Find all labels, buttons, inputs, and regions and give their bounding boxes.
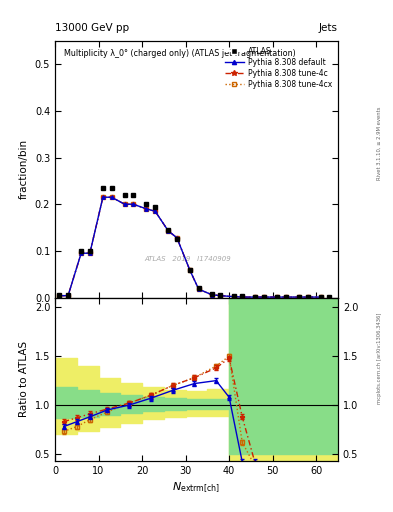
Legend: ATLAS, Pythia 8.308 default, Pythia 8.308 tune-4c, Pythia 8.308 tune-4cx: ATLAS, Pythia 8.308 default, Pythia 8.30… bbox=[222, 45, 334, 91]
Text: Jets: Jets bbox=[319, 23, 338, 33]
Y-axis label: Ratio to ATLAS: Ratio to ATLAS bbox=[19, 341, 29, 417]
Text: 13000 GeV pp: 13000 GeV pp bbox=[55, 23, 129, 33]
Text: Rivet 3.1.10, ≥ 2.9M events: Rivet 3.1.10, ≥ 2.9M events bbox=[377, 106, 382, 180]
Text: Multiplicity λ_0° (charged only) (ATLAS jet fragmentation): Multiplicity λ_0° (charged only) (ATLAS … bbox=[64, 49, 295, 58]
Y-axis label: fraction/bin: fraction/bin bbox=[19, 139, 29, 199]
Text: ATLAS   2019   I1740909: ATLAS 2019 I1740909 bbox=[145, 256, 231, 262]
X-axis label: $N_{\rm extrm[ch]}$: $N_{\rm extrm[ch]}$ bbox=[173, 481, 220, 496]
Text: mcplots.cern.ch [arXiv:1306.3436]: mcplots.cern.ch [arXiv:1306.3436] bbox=[377, 313, 382, 404]
